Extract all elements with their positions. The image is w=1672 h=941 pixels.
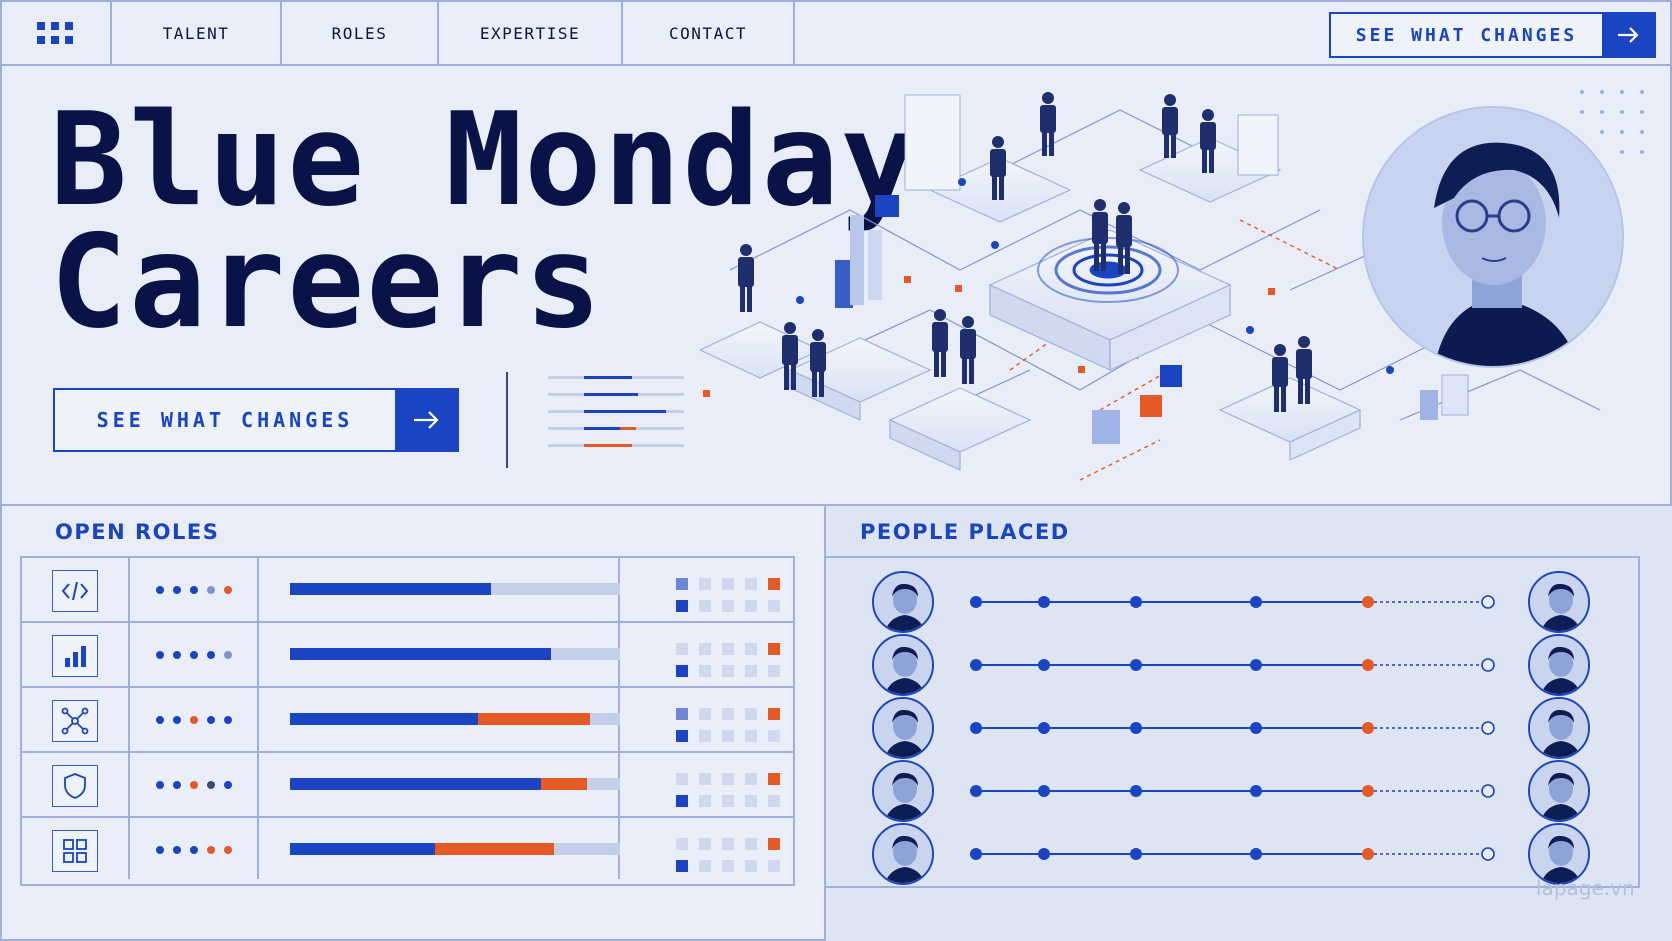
placement-row[interactable] [826, 823, 1638, 885]
role-row[interactable] [22, 558, 793, 623]
open-roles-title: OPEN ROLES [55, 520, 220, 544]
people-placed-table [826, 556, 1640, 888]
candidate-avatar[interactable] [872, 634, 934, 696]
nav-roles[interactable]: ROLES [282, 0, 439, 66]
role-progress-bar [290, 713, 620, 725]
arrow-right-icon [395, 390, 457, 450]
bar-chart-icon[interactable] [52, 635, 98, 677]
status-dots [156, 781, 232, 789]
status-grid [676, 773, 780, 807]
client-avatar[interactable] [1528, 634, 1590, 696]
status-dots [156, 586, 232, 594]
nav-expertise[interactable]: EXPERTISE [439, 0, 623, 66]
status-dots [156, 651, 232, 659]
hero-cta-label: SEE WHAT CHANGES [96, 408, 354, 432]
status-grid [676, 643, 780, 677]
grid-icon [37, 22, 73, 44]
top-nav: TALENT ROLES EXPERTISE CONTACT [0, 0, 1672, 66]
featured-portrait [1362, 106, 1624, 368]
section-divider [0, 504, 1672, 506]
placement-row[interactable] [826, 571, 1638, 633]
arrow-right-icon [1602, 14, 1654, 56]
client-avatar[interactable] [1528, 571, 1590, 633]
network-icon[interactable] [52, 700, 98, 742]
client-avatar[interactable] [1528, 823, 1590, 885]
network-illustration [700, 90, 1644, 481]
status-dots [156, 716, 232, 724]
client-avatar[interactable] [1528, 697, 1590, 759]
code-icon[interactable] [52, 570, 98, 612]
placement-timeline [970, 847, 1495, 861]
hero-see-what-changes-button[interactable]: SEE WHAT CHANGES [53, 388, 459, 452]
shield-icon[interactable] [52, 765, 98, 807]
role-progress-bar [290, 778, 620, 790]
placement-timeline [970, 658, 1495, 672]
nav-contact[interactable]: CONTACT [623, 0, 795, 66]
hero-title: Blue Monday Careers [50, 86, 920, 357]
candidate-avatar[interactable] [872, 760, 934, 822]
people-placed-title: PEOPLE PLACED [860, 520, 1070, 544]
nav-cta-label: SEE WHAT CHANGES [1355, 24, 1578, 46]
candidate-avatar[interactable] [872, 823, 934, 885]
candidate-avatar[interactable] [872, 571, 934, 633]
placement-timeline [970, 721, 1495, 735]
placement-row[interactable] [826, 634, 1638, 696]
status-grid [676, 708, 780, 742]
role-row[interactable] [22, 623, 793, 688]
panel-divider [824, 504, 826, 941]
status-dots [156, 846, 232, 854]
menu-button[interactable] [0, 0, 112, 66]
role-progress-bar [290, 583, 620, 595]
status-grid [676, 838, 780, 872]
placement-row[interactable] [826, 697, 1638, 759]
hero-title-line2: Careers [50, 208, 604, 357]
open-roles-table [20, 556, 795, 886]
role-progress-bar [290, 843, 620, 855]
placement-row[interactable] [826, 760, 1638, 822]
hero-divider [506, 372, 508, 468]
client-avatar[interactable] [1528, 760, 1590, 822]
placement-timeline [970, 595, 1495, 609]
status-grid [676, 578, 780, 612]
hero-title-line1: Blue Monday [50, 86, 920, 235]
placement-timeline [970, 784, 1495, 798]
nav-talent[interactable]: TALENT [112, 0, 282, 66]
nav-see-what-changes-button[interactable]: SEE WHAT CHANGES [1329, 12, 1656, 58]
watermark: lapage.vn [1536, 876, 1635, 900]
role-row[interactable] [22, 753, 793, 818]
role-progress-bar [290, 648, 620, 660]
apps-grid-icon[interactable] [52, 830, 98, 872]
role-row[interactable] [22, 818, 793, 879]
role-row[interactable] [22, 688, 793, 753]
mini-bar-legend [548, 376, 684, 461]
candidate-avatar[interactable] [872, 697, 934, 759]
